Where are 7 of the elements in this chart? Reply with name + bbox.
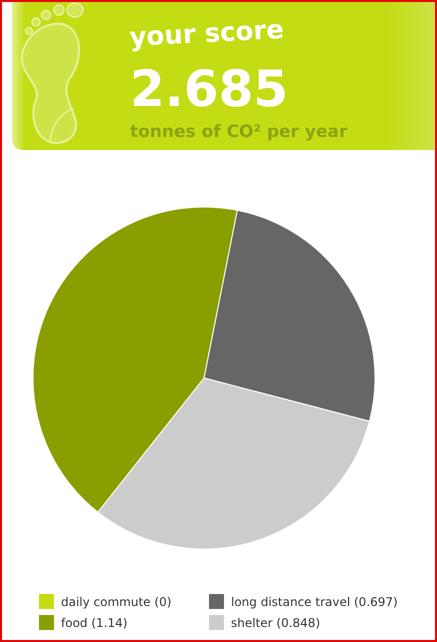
text: tonnes of CO² per year — [130, 122, 348, 142]
chart-title: your score — [128, 14, 285, 53]
legend-label: shelter (0.848) — [231, 616, 320, 630]
legend-label: daily commute (0) — [61, 595, 172, 609]
legend-label: food (1.14) — [61, 616, 128, 630]
text: 2.685 — [130, 60, 288, 118]
legend-label: long distance travel (0.697) — [231, 595, 398, 609]
